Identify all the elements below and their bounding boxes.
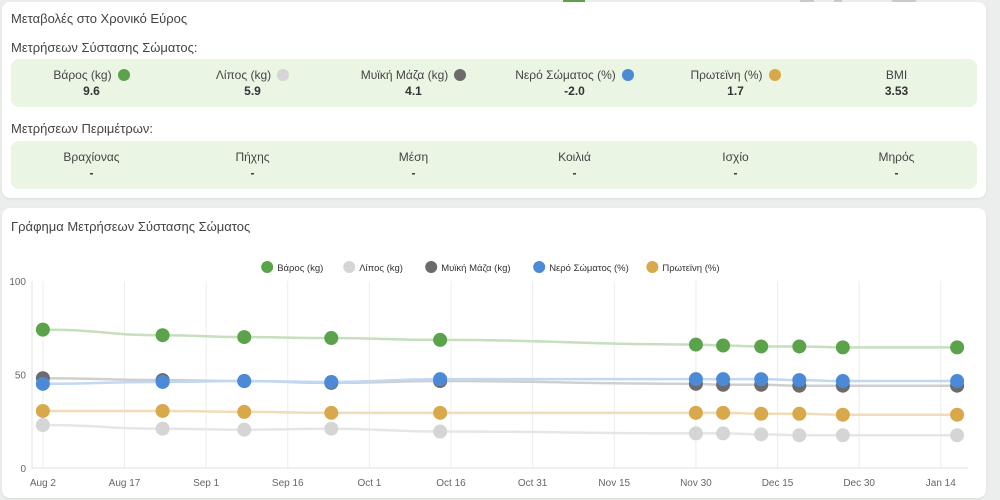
stat-label: Μέση	[398, 150, 429, 164]
stat-label: Πήχης	[235, 150, 270, 164]
stat-weight: Βάρος (kg) 9.6	[11, 59, 172, 107]
stat-label: Ισχίο	[722, 150, 749, 164]
stat-label: Μηρός	[878, 150, 915, 164]
perimeter-stats: Βραχίονας - Πήχης - Μέση - Κοιλιά - Ισχί…	[11, 141, 977, 189]
water-dot-icon	[621, 69, 634, 81]
stat-value: -2.0	[564, 84, 585, 98]
summary-title: Μεταβολές στο Χρονικό Εύρος	[11, 11, 188, 26]
chart-card: Γράφημα Μετρήσεων Σύστασης Σώματος	[2, 208, 986, 498]
perimeter-forearm: Πήχης -	[172, 141, 333, 189]
chart-card-title: Γράφημα Μετρήσεων Σύστασης Σώματος	[11, 219, 251, 234]
fat-dot-icon	[277, 69, 290, 81]
perimeter-waist: Μέση -	[333, 141, 494, 189]
composition-stats: Βάρος (kg) 9.6 Λίπος (kg) 5.9 Μυϊκή Μάζα…	[11, 59, 977, 107]
stat-label: Βραχίονας	[63, 150, 120, 164]
summary-card: Μεταβολές στο Χρονικό Εύρος Μετρήσεων Σύ…	[2, 2, 986, 198]
stat-fat: Λίπος (kg) 5.9	[172, 59, 333, 107]
stat-value: -	[250, 166, 255, 180]
perimeter-thigh: Μηρός -	[816, 141, 977, 189]
stat-protein: Πρωτεϊνη (%) 1.7	[655, 59, 816, 107]
stat-value: -	[894, 166, 899, 180]
stat-label: Κοιλιά	[558, 150, 591, 164]
stat-value: 3.53	[884, 84, 909, 98]
stat-label: Νερό Σώματος (%)	[515, 68, 616, 82]
stat-value: 4.1	[405, 84, 422, 98]
stat-bmi: BMI 3.53	[816, 59, 977, 107]
stat-value: 9.6	[83, 84, 100, 98]
stat-value: -	[89, 166, 94, 180]
muscle-dot-icon	[454, 69, 467, 81]
stat-label: Λίπος (kg)	[215, 68, 272, 82]
stat-label: Μυϊκή Μάζα (kg)	[360, 68, 449, 82]
stat-value: -	[572, 166, 577, 180]
perimeter-label: Μετρήσεων Περιμέτρων:	[11, 121, 154, 136]
weight-dot-icon	[117, 69, 130, 81]
stat-label: Πρωτεϊνη (%)	[690, 68, 763, 82]
stat-water: Νερό Σώματος (%) -2.0	[494, 59, 655, 107]
top-toolbar-marks	[800, 0, 920, 3]
stat-value: -	[411, 166, 416, 180]
stat-value: 1.7	[727, 84, 744, 98]
stat-label: BMI	[885, 68, 908, 82]
stat-label: Βάρος (kg)	[53, 68, 112, 82]
protein-dot-icon	[768, 69, 781, 81]
perimeter-abdomen: Κοιλιά -	[494, 141, 655, 189]
top-tab-indicator	[563, 0, 585, 3]
perimeter-hip: Ισχίο -	[655, 141, 816, 189]
stat-value: -	[733, 166, 738, 180]
perimeter-arm: Βραχίονας -	[11, 141, 172, 189]
stat-value: 5.9	[244, 84, 261, 98]
composition-label: Μετρήσεων Σύστασης Σώματος:	[11, 40, 198, 55]
stat-muscle: Μυϊκή Μάζα (kg) 4.1	[333, 59, 494, 107]
